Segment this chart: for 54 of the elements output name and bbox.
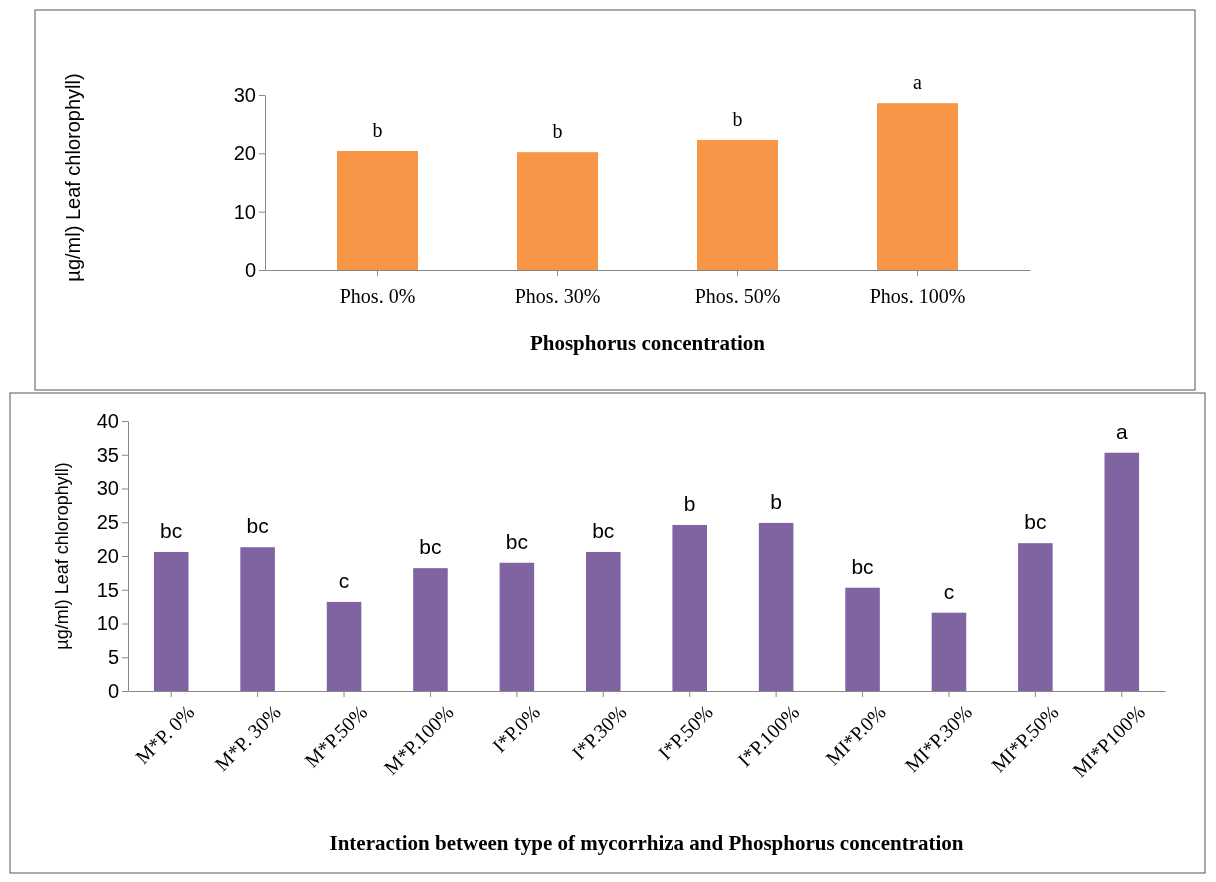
bar	[586, 551, 621, 691]
bar	[697, 139, 778, 270]
x-tick-label: Phos. 30%	[514, 285, 601, 307]
bar	[877, 103, 958, 270]
x-tick-label: Phos. 0%	[339, 285, 416, 307]
annotation: bc	[1024, 510, 1047, 534]
x-tick-label: Phos. 100%	[869, 285, 966, 307]
annotation: b	[683, 491, 696, 515]
annotation: bc	[505, 529, 528, 553]
annotation: bc	[592, 518, 615, 542]
annotation: c	[338, 568, 350, 592]
annotation: b	[770, 489, 782, 513]
y-axis-title: µg/ml) Leaf chlorophyll)	[62, 73, 84, 282]
bar	[672, 524, 707, 691]
y-tick-label: 5	[107, 646, 119, 669]
bar	[153, 551, 189, 691]
y-tick-label: 20	[96, 544, 119, 567]
y-tick-label: 35	[96, 443, 119, 466]
annotation: b	[732, 107, 743, 130]
x-axis-title: Interaction between type of mycorrhiza and Phosphorus concentration	[329, 831, 964, 855]
annotation: b	[372, 119, 383, 141]
annotation: bc	[851, 554, 874, 578]
annotation: a	[913, 71, 923, 94]
bar	[240, 547, 275, 691]
y-tick-label: 10	[233, 200, 256, 223]
bar	[758, 522, 794, 691]
bar	[1018, 543, 1053, 691]
x-tick-label: Phos. 50%	[694, 285, 781, 307]
bar	[1104, 452, 1140, 691]
annotation: bc	[246, 514, 269, 538]
bar	[499, 562, 535, 691]
annotation: b	[552, 120, 563, 143]
bar	[326, 601, 362, 691]
annotation: bc	[419, 535, 442, 559]
bar	[845, 587, 880, 691]
y-tick-label: 10	[96, 612, 119, 635]
annotation: bc	[160, 518, 183, 542]
bar	[517, 152, 598, 270]
x-tick-label: M*P. 30%	[210, 700, 285, 776]
annotation: c	[943, 579, 955, 603]
y-tick-label: 0	[244, 258, 256, 281]
y-tick-label: 30	[233, 83, 256, 106]
y-tick-label: 20	[233, 142, 256, 165]
annotation: a	[1115, 419, 1128, 443]
bar	[413, 568, 448, 691]
y-tick-label: 40	[96, 409, 119, 432]
y-tick-label: 0	[107, 679, 119, 702]
y-tick-label: 30	[96, 477, 119, 500]
y-axis-title: µg/ml) Leaf chlorophyll)	[52, 462, 72, 650]
y-tick-label: 15	[96, 578, 119, 601]
y-tick-label: 25	[96, 511, 119, 534]
bar	[337, 151, 418, 270]
bar	[931, 612, 967, 691]
x-axis-title: Phosphorus concentration	[529, 331, 766, 355]
